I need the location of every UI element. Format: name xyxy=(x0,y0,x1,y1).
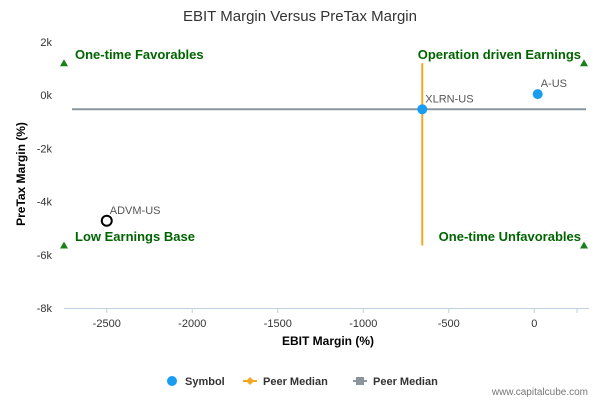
quadrant-triangle-marker xyxy=(60,59,68,67)
x-tick-label: -1500 xyxy=(264,318,292,330)
x-tick-label: 0 xyxy=(531,318,537,330)
y-tick-label: -6k xyxy=(37,250,53,262)
quadrant-triangle-marker xyxy=(60,241,68,249)
y-tick-label: -8k xyxy=(37,303,53,315)
data-point-label: ADVM-US xyxy=(110,205,161,217)
data-point xyxy=(417,104,428,115)
legend-square-marker xyxy=(356,377,364,385)
quadrant-label: Operation driven Earnings xyxy=(418,47,581,62)
x-tick-label: -500 xyxy=(438,318,460,330)
data-point-label: XLRN-US xyxy=(425,93,473,105)
legend-label: Symbol xyxy=(185,376,225,388)
data-points: A-US XLRN-US ADVM-US xyxy=(100,78,567,227)
quadrant-labels: One-time Favorables Operation driven Earn… xyxy=(60,47,588,249)
x-tick-label: -2000 xyxy=(178,318,206,330)
watermark: www.capitalcube.com xyxy=(491,387,588,398)
x-axis-title: EBIT Margin (%) xyxy=(282,334,374,348)
quadrant-triangle-marker xyxy=(580,59,588,67)
quadrant-label: One-time Unfavorables xyxy=(439,229,581,244)
legend: Symbol Peer Median Peer Median xyxy=(167,376,438,388)
x-tick-label: -2500 xyxy=(93,318,121,330)
legend-label: Peer Median xyxy=(263,376,328,388)
legend-symbol-marker xyxy=(167,376,177,386)
chart-title: EBIT Margin Versus PreTax Margin xyxy=(183,8,417,25)
legend-diamond-marker xyxy=(246,377,254,385)
peer-median-lines xyxy=(72,63,586,246)
axes: -2500 -2000 -1500 -1000 -500 0 2k 0k -2k -4k -6k -8… xyxy=(37,37,589,330)
quadrant-label: Low Earnings Base xyxy=(75,229,195,244)
data-point-label: A-US xyxy=(541,78,567,90)
y-tick-label: 0k xyxy=(40,90,52,102)
y-tick-label: -2k xyxy=(37,143,53,155)
x-tick-label: -1000 xyxy=(349,318,377,330)
y-tick-label: 2k xyxy=(40,37,52,49)
y-axis-title: PreTax Margin (%) xyxy=(14,122,28,226)
quadrant-label: One-time Favorables xyxy=(75,47,204,62)
legend-label: Peer Median xyxy=(373,376,438,388)
y-tick-label: -4k xyxy=(37,197,53,209)
data-point xyxy=(532,89,543,100)
data-point xyxy=(100,214,113,227)
quadrant-triangle-marker xyxy=(580,241,588,249)
